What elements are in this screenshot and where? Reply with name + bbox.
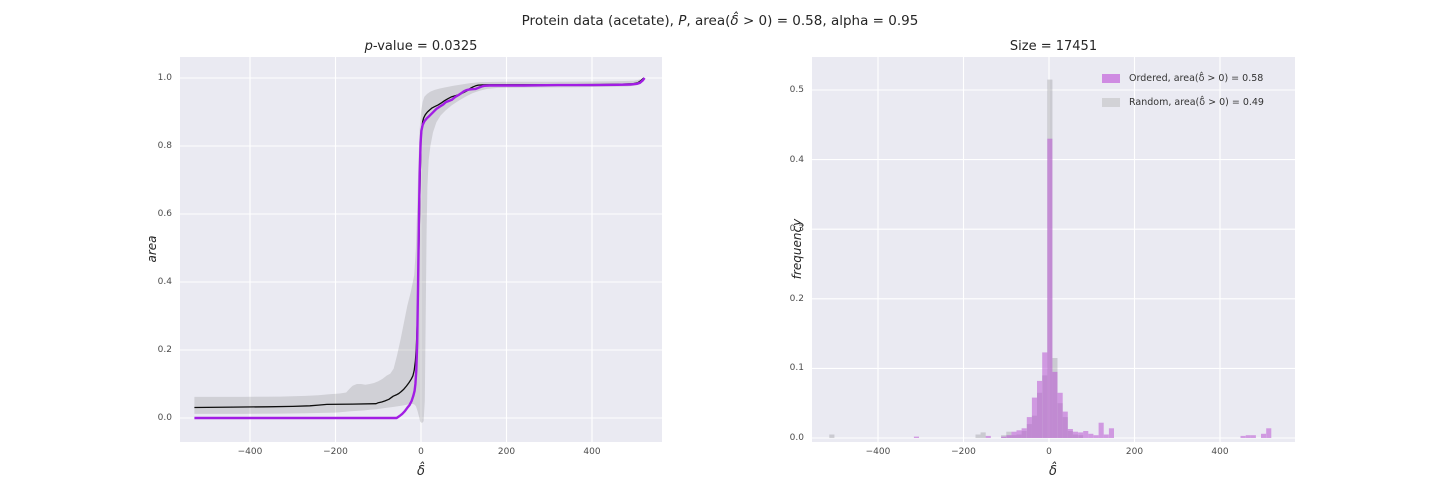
y-tick-label: 1.0 <box>157 73 172 83</box>
ordered-hist-bar <box>1031 397 1037 438</box>
ordered-hist-bar <box>1011 431 1017 438</box>
y-tick-label: 0.4 <box>789 154 804 165</box>
y-tick-label: 0.0 <box>789 433 804 443</box>
legend-item-ordered: Ordered, area(δ̂ > 0) = 0.58 <box>1102 73 1263 84</box>
ordered-hist-bar <box>1042 352 1048 438</box>
legend-item-random: Random, area(δ̂ > 0) = 0.49 <box>1102 97 1264 108</box>
y-tick-label: 0.6 <box>157 209 172 219</box>
ordered-hist-bar <box>1098 422 1104 438</box>
ordered-hist-bar <box>1026 417 1032 438</box>
ordered-hist-bar <box>1103 434 1109 438</box>
figure-title: Protein data (acetate), P, area(δ̂ > 0) … <box>521 13 919 29</box>
y-tick-label: 0.1 <box>789 363 804 374</box>
ordered-hist-bar <box>1067 429 1073 438</box>
ordered-hist-bar <box>1078 432 1084 438</box>
x-tick-label: 0 <box>418 447 424 457</box>
ordered-hist-bar <box>1001 436 1007 438</box>
random-swatch-icon <box>1102 98 1120 107</box>
ordered-hist-bar <box>1108 428 1114 438</box>
random-hist-bar <box>1006 431 1012 438</box>
x-tick-label: 400 <box>583 447 601 457</box>
y-tick-label: 0.2 <box>789 293 804 304</box>
ordered-hist-bar <box>1093 435 1099 438</box>
left-plot-svg <box>180 57 662 442</box>
ordered-hist-bar <box>1261 433 1267 438</box>
y-tick-label: 0.4 <box>157 277 172 287</box>
x-tick-label: −200 <box>323 447 348 457</box>
ordered-hist-bar <box>1047 138 1053 438</box>
x-tick-label: −200 <box>951 447 976 457</box>
ordered-hist-bar <box>1088 433 1094 438</box>
ordered-hist-bar <box>1072 431 1078 438</box>
ordered-hist-bar <box>1245 435 1251 438</box>
right-plot-title: Size = 17451 <box>1009 39 1098 54</box>
right-xlabel: δ̂ <box>1049 464 1057 479</box>
ordered-hist-bar <box>913 436 919 438</box>
ordered-hist-bar <box>1016 430 1022 438</box>
ordered-swatch-icon <box>1102 74 1120 83</box>
ordered-hist-bar <box>1021 428 1027 438</box>
ordered-hist-bar <box>1240 435 1246 438</box>
left-xlabel: δ̂ <box>417 464 425 479</box>
left-ylabel: area <box>145 235 159 263</box>
random-hist-bar <box>980 432 986 438</box>
x-tick-label: 200 <box>497 447 516 457</box>
random-hist-bar <box>975 434 981 438</box>
legend-label-ordered: Ordered, area(δ̂ > 0) = 0.58 <box>1129 73 1264 84</box>
ordered-hist-bar <box>1052 371 1058 438</box>
random-hist-bar <box>829 434 835 438</box>
ordered-hist-bar <box>1006 435 1012 438</box>
x-tick-label: −400 <box>865 447 891 457</box>
ordered-hist-bar <box>1062 411 1068 438</box>
ordered-hist-bar <box>1250 435 1256 438</box>
y-tick-label: 0.5 <box>789 85 804 95</box>
right-plot-svg <box>812 57 1295 442</box>
x-tick-label: −400 <box>237 447 263 457</box>
y-tick-label: 0.8 <box>157 141 172 151</box>
ordered-curve <box>194 77 646 420</box>
legend: Ordered, area(δ̂ > 0) = 0.58 Random, are… <box>1102 73 1264 108</box>
ordered-hist-bar <box>1266 428 1272 438</box>
y-tick-label: 0.3 <box>789 224 804 235</box>
x-tick-label: 200 <box>1125 447 1144 457</box>
ordered-hist-bar <box>1037 380 1043 438</box>
y-tick-label: 0.0 <box>157 413 172 423</box>
ordered-hist-bar <box>985 435 991 438</box>
x-tick-label: 0 <box>1046 447 1052 457</box>
y-tick-label: 0.2 <box>157 345 172 355</box>
left-plot-title: p-value = 0.0325 <box>364 39 478 54</box>
ordered-hist-bar <box>1083 431 1089 438</box>
ordered-hist-bar <box>1057 392 1063 438</box>
x-tick-label: 400 <box>1211 447 1229 457</box>
legend-label-random: Random, area(δ̂ > 0) = 0.49 <box>1129 97 1264 108</box>
